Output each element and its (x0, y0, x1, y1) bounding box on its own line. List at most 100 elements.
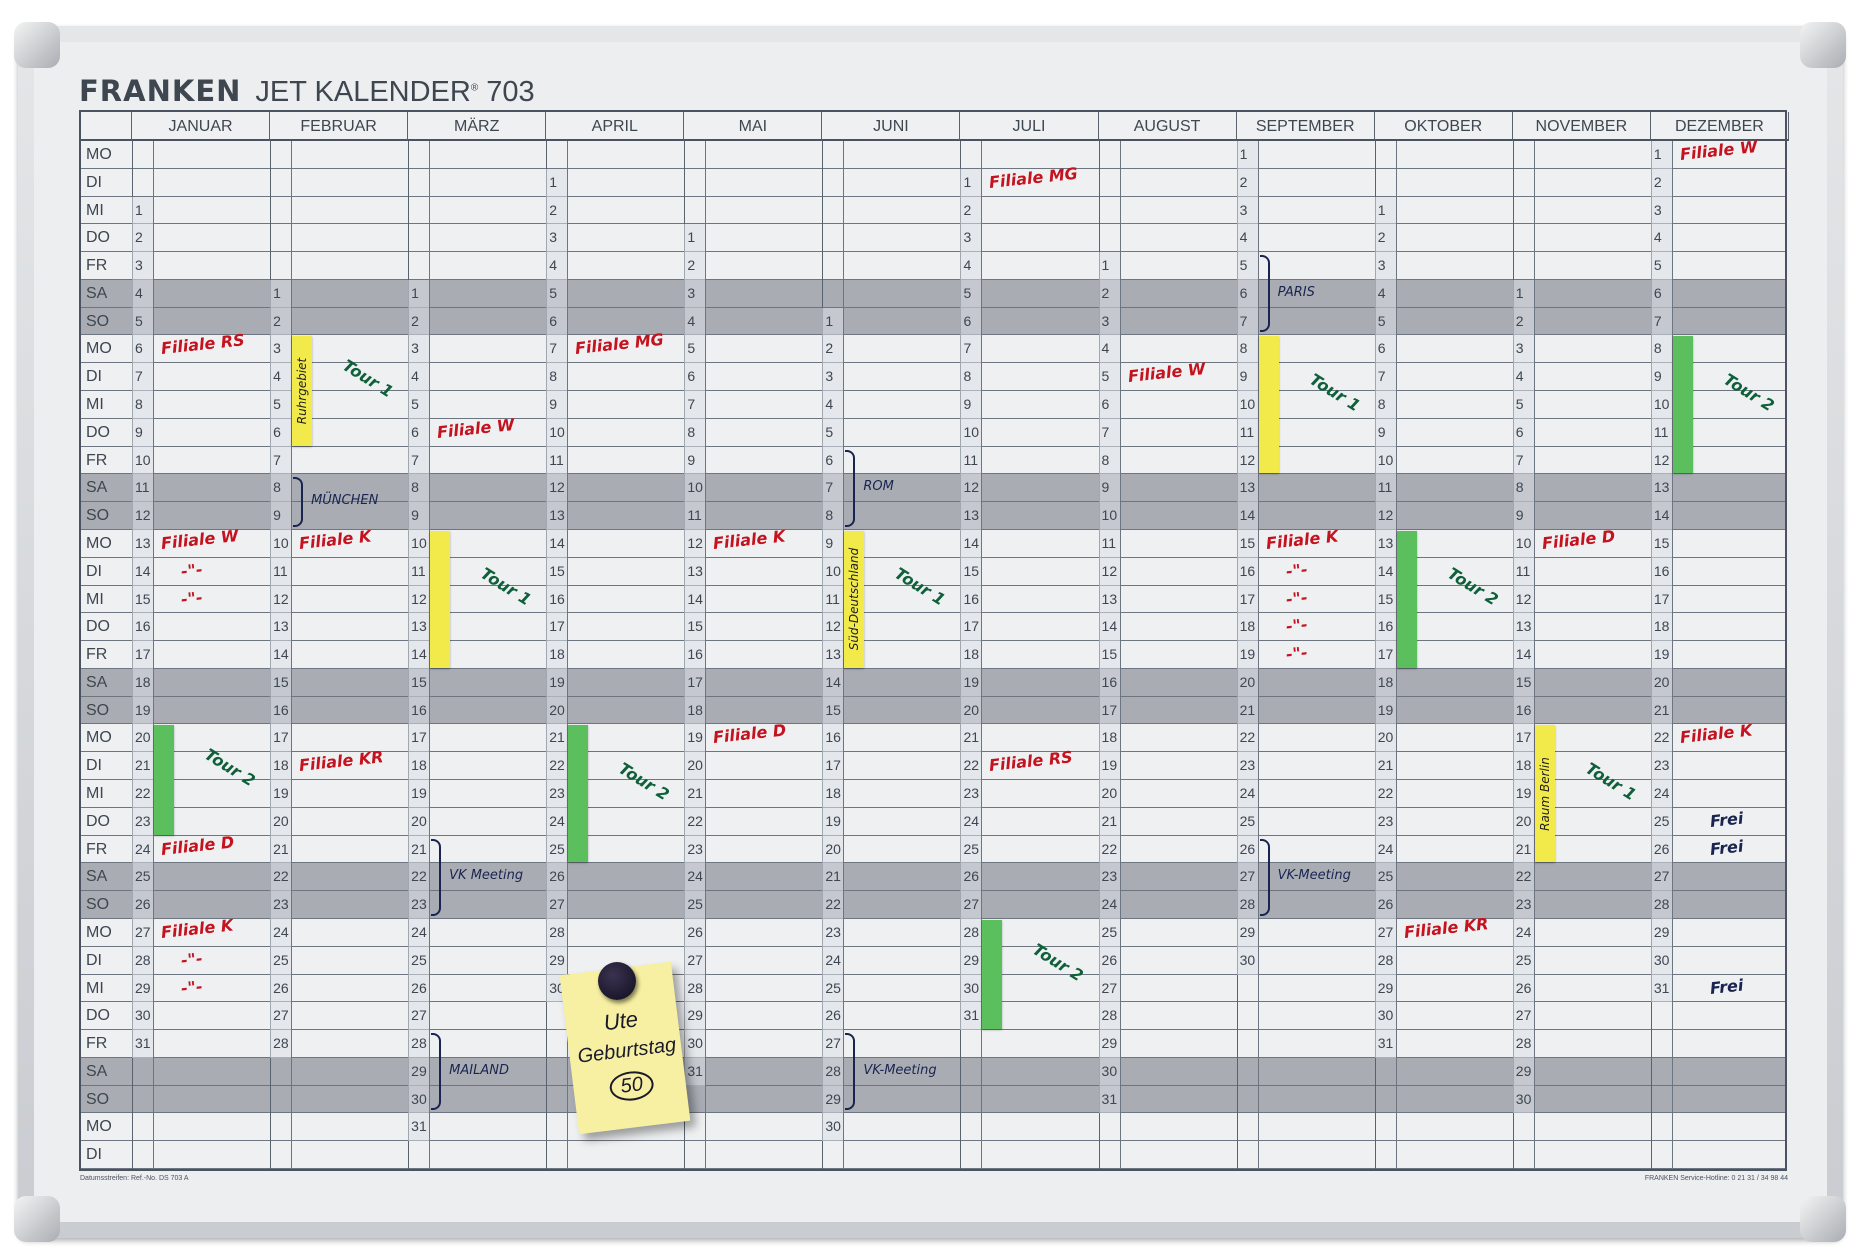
day-number[interactable]: 12 (1650, 446, 1672, 475)
day-number[interactable]: 26 (1374, 891, 1396, 919)
day-number[interactable]: 1 (1098, 252, 1120, 280)
day-number[interactable]: 10 (1236, 391, 1258, 419)
day-number[interactable]: 17 (1098, 696, 1120, 725)
day-number[interactable]: 11 (546, 446, 568, 475)
day-number[interactable]: 29 (960, 946, 982, 975)
day-number[interactable]: 3 (1098, 307, 1120, 336)
day-number[interactable]: 14 (270, 641, 292, 669)
day-number[interactable]: 1 (822, 307, 844, 336)
day-number[interactable]: 13 (270, 613, 292, 642)
day-number[interactable]: 4 (1236, 224, 1258, 253)
day-number[interactable]: 9 (1374, 418, 1396, 447)
day-number[interactable]: 5 (132, 307, 153, 336)
day-number[interactable]: 21 (1098, 807, 1120, 836)
day-number[interactable]: 2 (1650, 168, 1672, 197)
day-number[interactable]: 11 (408, 557, 430, 586)
day-number[interactable]: 5 (1098, 363, 1120, 392)
day-number[interactable]: 13 (1650, 474, 1672, 503)
day-number[interactable]: 14 (1512, 641, 1534, 669)
day-number[interactable]: 2 (822, 335, 844, 364)
day-number[interactable]: 21 (132, 752, 153, 781)
day-number[interactable]: 14 (1650, 502, 1672, 530)
day-number[interactable]: 22 (132, 780, 153, 808)
day-number[interactable]: 1 (1236, 141, 1258, 169)
day-number[interactable]: 26 (960, 863, 982, 892)
day-number[interactable]: 8 (546, 363, 568, 392)
day-number[interactable]: 28 (270, 1030, 292, 1058)
day-number[interactable]: 7 (1236, 307, 1258, 336)
day-number[interactable]: 31 (408, 1113, 430, 1142)
day-number[interactable]: 3 (1512, 335, 1534, 364)
day-number[interactable]: 22 (822, 891, 844, 919)
day-number[interactable]: 3 (1650, 196, 1672, 225)
day-number[interactable]: 19 (132, 696, 153, 725)
day-number[interactable]: 10 (546, 418, 568, 447)
day-number[interactable]: 23 (1650, 752, 1672, 781)
day-number[interactable]: 27 (408, 1002, 430, 1031)
day-number[interactable]: 13 (1374, 529, 1396, 558)
day-number[interactable]: 14 (408, 641, 430, 669)
day-number[interactable]: 8 (1236, 335, 1258, 364)
magnetic-strip[interactable] (154, 725, 174, 835)
day-number[interactable]: 12 (132, 502, 153, 530)
day-number[interactable]: 4 (270, 363, 292, 392)
day-number[interactable]: 22 (546, 752, 568, 781)
day-number[interactable]: 6 (408, 418, 430, 447)
day-number[interactable]: 13 (408, 613, 430, 642)
day-number[interactable]: 3 (132, 252, 153, 280)
day-number[interactable]: 15 (960, 557, 982, 586)
handwritten-note[interactable]: -"- (180, 587, 204, 609)
magnetic-strip[interactable] (568, 725, 589, 863)
day-number[interactable]: 11 (270, 557, 292, 586)
day-number[interactable]: 17 (960, 613, 982, 642)
day-number[interactable]: 12 (822, 613, 844, 642)
day-number[interactable]: 20 (132, 724, 153, 753)
day-number[interactable]: 15 (1098, 641, 1120, 669)
day-number[interactable]: 21 (1512, 835, 1534, 864)
day-number[interactable]: 28 (1512, 1030, 1534, 1058)
day-number[interactable]: 28 (546, 918, 568, 947)
day-number[interactable]: 1 (1512, 279, 1534, 308)
day-number[interactable]: 4 (1650, 224, 1672, 253)
day-number[interactable]: 5 (822, 418, 844, 447)
day-number[interactable]: 26 (684, 918, 706, 947)
day-number[interactable]: 12 (960, 474, 982, 503)
day-number[interactable]: 11 (1512, 557, 1534, 586)
handwritten-note[interactable]: -"- (1284, 559, 1309, 581)
day-number[interactable]: 25 (546, 835, 568, 864)
day-number[interactable]: 1 (132, 196, 153, 225)
day-number[interactable]: 28 (960, 918, 982, 947)
day-number[interactable]: 7 (1098, 418, 1120, 447)
handwritten-note[interactable]: -"- (180, 976, 204, 998)
day-number[interactable]: 13 (822, 641, 844, 669)
day-number[interactable]: 24 (1236, 780, 1258, 808)
handwritten-note[interactable]: -"- (1284, 642, 1309, 665)
day-number[interactable]: 24 (684, 863, 706, 892)
day-number[interactable]: 8 (1374, 391, 1396, 419)
day-number[interactable]: 18 (1374, 668, 1396, 697)
day-number[interactable]: 24 (132, 835, 153, 864)
day-number[interactable]: 29 (1512, 1057, 1534, 1086)
day-number[interactable]: 10 (408, 529, 430, 558)
day-number[interactable]: 12 (1236, 446, 1258, 475)
day-number[interactable]: 26 (132, 891, 153, 919)
day-number[interactable]: 27 (1512, 1002, 1534, 1031)
day-number[interactable]: 30 (684, 1030, 706, 1058)
day-number[interactable]: 25 (822, 974, 844, 1003)
day-number[interactable]: 26 (1650, 835, 1672, 864)
day-number[interactable]: 18 (822, 780, 844, 808)
day-number[interactable]: 11 (1650, 418, 1672, 447)
day-number[interactable]: 20 (1512, 807, 1534, 836)
day-number[interactable]: 5 (1374, 307, 1396, 336)
day-number[interactable]: 7 (270, 446, 292, 475)
day-number[interactable]: 14 (684, 585, 706, 614)
day-number[interactable]: 3 (270, 335, 292, 364)
day-number[interactable]: 21 (960, 724, 982, 753)
day-number[interactable]: 11 (822, 585, 844, 614)
day-number[interactable]: 27 (132, 918, 153, 947)
day-number[interactable]: 26 (1098, 946, 1120, 975)
day-number[interactable]: 2 (1374, 224, 1396, 253)
day-number[interactable]: 22 (1374, 780, 1396, 808)
magnetic-strip[interactable] (1672, 336, 1693, 474)
day-number[interactable]: 21 (684, 780, 706, 808)
